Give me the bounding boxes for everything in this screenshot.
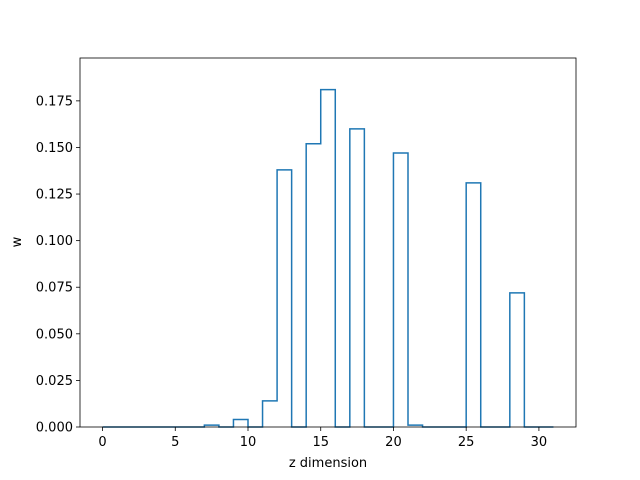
y-tick-label: 0.125 bbox=[36, 188, 73, 203]
y-tick-label: 0.100 bbox=[36, 234, 73, 249]
x-tick-label: 0 bbox=[98, 435, 106, 450]
axes-frame bbox=[79, 57, 577, 428]
y-tick-label: 0.150 bbox=[36, 141, 73, 156]
y-axis-label: w bbox=[10, 236, 25, 247]
x-axis-label: z dimension bbox=[289, 456, 367, 471]
x-tick-label: 30 bbox=[531, 435, 548, 450]
y-tick-label: 0.025 bbox=[36, 374, 73, 389]
x-tick-label: 5 bbox=[171, 435, 179, 450]
y-tick-label: 0.075 bbox=[36, 281, 73, 296]
y-tick-label: 0.050 bbox=[36, 327, 73, 342]
y-tick-label: 0.000 bbox=[36, 421, 73, 436]
y-tick-label: 0.175 bbox=[36, 94, 73, 109]
x-tick-label: 10 bbox=[240, 435, 257, 450]
x-tick-label: 20 bbox=[385, 435, 402, 450]
x-tick-label: 15 bbox=[312, 435, 329, 450]
x-axis: 0 5 10 15 20 25 30 bbox=[98, 427, 547, 450]
histogram-step-line bbox=[102, 88, 554, 428]
y-axis: 0.000 0.025 0.050 0.075 0.100 0.125 0.150 0.175 bbox=[36, 94, 80, 436]
x-tick-label: 25 bbox=[458, 435, 475, 450]
